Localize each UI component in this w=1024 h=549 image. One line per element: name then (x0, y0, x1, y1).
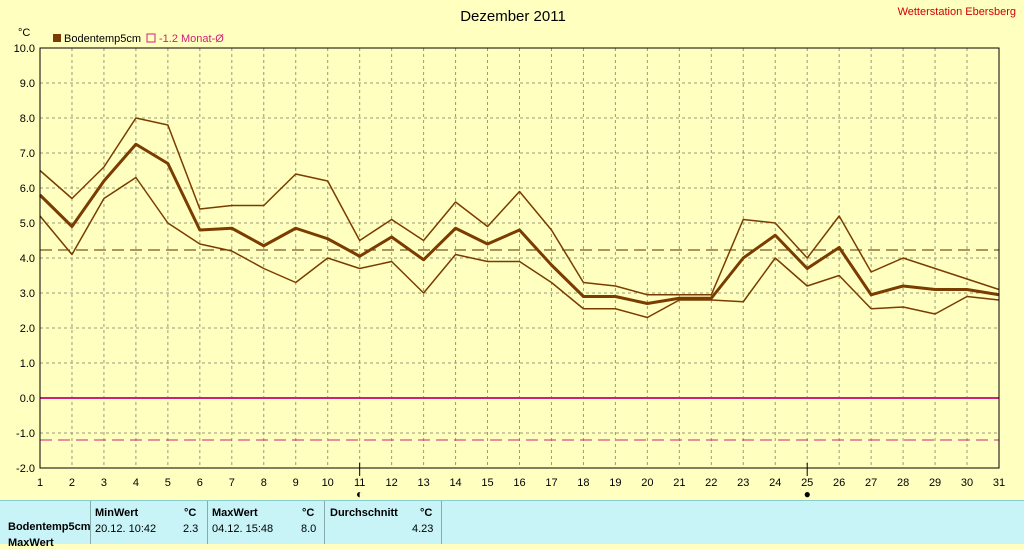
x-tick-label: 12 (386, 477, 398, 489)
x-tick-label: 9 (293, 477, 299, 489)
x-tick-label: 27 (865, 477, 877, 489)
avg-unit: °C (420, 507, 433, 519)
x-tick-label: 13 (417, 477, 429, 489)
series-lines (38, 117, 1000, 319)
legend-swatch-bodentemp (53, 34, 61, 42)
y-tick-label: 8.0 (20, 113, 35, 125)
series-line-0 (38, 142, 1000, 305)
x-tick-label: 4 (133, 477, 139, 489)
chart-title: Dezember 2011 (460, 8, 566, 25)
x-tick-label: 23 (737, 477, 749, 489)
legend-label-bodentemp: Bodentemp5cm (64, 33, 141, 45)
x-tick-label: 20 (641, 477, 653, 489)
x-tick-label: 29 (929, 477, 941, 489)
legend-label-monat: -1.2 Monat-Ø (159, 33, 224, 45)
x-tick-label: 22 (705, 477, 717, 489)
x-tick-label: 19 (609, 477, 621, 489)
y-tick-label: 10.0 (14, 43, 35, 55)
x-tick-label: 16 (513, 477, 525, 489)
x-tick-label: 24 (769, 477, 781, 489)
series-line-1 (39, 117, 1000, 296)
x-tick-label: 10 (322, 477, 334, 489)
x-tick-label: 21 (673, 477, 685, 489)
series-line-2 (39, 176, 1000, 319)
min-when: 20.12. 10:42 (95, 523, 157, 535)
min-title: MinWert (95, 507, 139, 519)
x-tick-label: 6 (197, 477, 203, 489)
y-tick-label: 0.0 (20, 393, 35, 405)
y-tick-label: 7.0 (20, 148, 35, 160)
x-tick-label: 11 (354, 477, 365, 489)
stats-row2-label: MaxWert (8, 537, 54, 549)
stats-panel: Bodentemp5cm MaxWert MinWert °C 20.12. 1… (0, 500, 1024, 549)
y-tick-label: 6.0 (20, 183, 35, 195)
x-tick-label: 15 (481, 477, 493, 489)
x-tick-label: 7 (229, 477, 235, 489)
x-tick-label: 30 (961, 477, 973, 489)
x-tick-label: 18 (577, 477, 589, 489)
max-value: 8.0 (301, 523, 317, 535)
x-tick-label: 2 (69, 477, 75, 489)
x-tick-label: 5 (165, 477, 171, 489)
y-tick-label: -1.0 (16, 428, 35, 440)
avg-value: 4.23 (412, 523, 434, 535)
stats-row-label: Bodentemp5cm (8, 521, 91, 533)
legend-swatch-monat (146, 33, 156, 43)
y-tick-label: -2.0 (16, 463, 35, 475)
y-tick-label: 1.0 (20, 358, 35, 370)
y-tick-label: 5.0 (20, 218, 35, 230)
min-value: 2.3 (183, 523, 199, 535)
x-tick-label: 26 (833, 477, 845, 489)
x-tick-label: 3 (101, 477, 107, 489)
x-tick-labels: 1 2 3 4 5 6 7 8 9 10 11 12 13 14 15 16 17 18 19 20 21 22 23 24 2… (37, 477, 1005, 489)
chart-grid (39, 47, 1000, 469)
x-tick-label: 25 (801, 477, 813, 489)
y-tick-label: 3.0 (20, 288, 35, 300)
plot-frame (39, 47, 1000, 469)
legend: Bodentemp5cm -1.2 Monat-Ø (53, 33, 224, 45)
x-tick-label: 1 (37, 477, 43, 489)
x-tick-label: 8 (261, 477, 267, 489)
day-markers: ◐ ● (356, 463, 811, 500)
x-tick-label: 28 (897, 477, 909, 489)
y-tick-labels: 10.0 9.0 8.0 7.0 6.0 5.0 4.0 3.0 2.0 1.0 0.0 -1.0 -2… (14, 43, 35, 475)
avg-title: Durchschnitt (330, 507, 398, 519)
x-tick-label: 31 (993, 477, 1005, 489)
x-tick-label: 14 (449, 477, 461, 489)
y-tick-label: 2.0 (20, 323, 35, 335)
temperature-chart: Dezember 2011 Wetterstation Ebersberg °C… (14, 6, 1016, 500)
y-tick-label: 9.0 (20, 78, 35, 90)
max-title: MaxWert (212, 507, 258, 519)
max-when: 04.12. 15:48 (212, 523, 274, 535)
max-unit: °C (302, 507, 315, 519)
day-marker-symbol: ● (804, 487, 811, 500)
min-unit: °C (184, 507, 197, 519)
station-name: Wetterstation Ebersberg (898, 6, 1016, 18)
x-tick-label: 17 (545, 477, 557, 489)
y-unit-label: °C (18, 27, 30, 39)
y-tick-label: 4.0 (20, 253, 35, 265)
day-marker-symbol: ◐ (356, 487, 363, 500)
